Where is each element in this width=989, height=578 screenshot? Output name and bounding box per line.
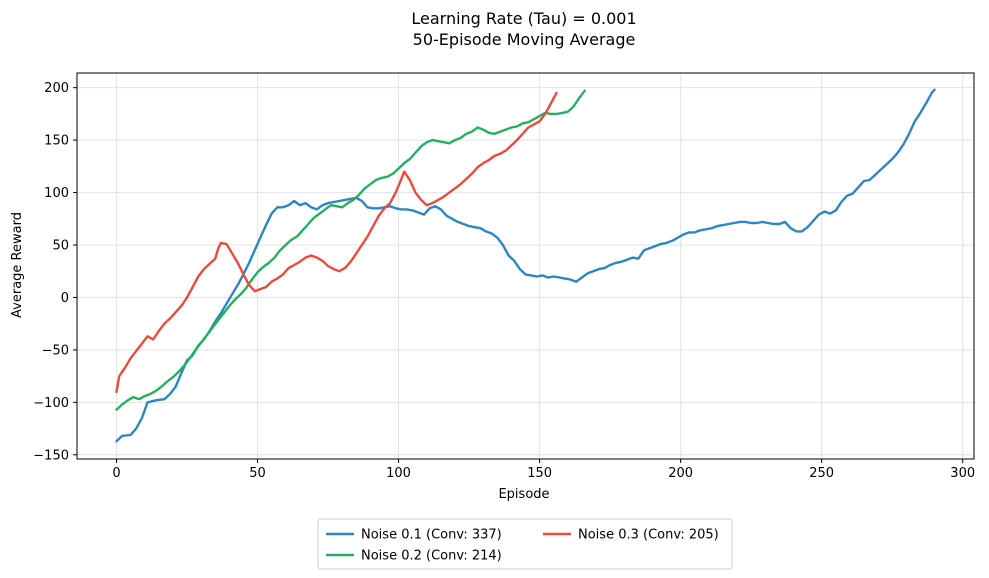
series-line-1 [115,88,936,443]
series-line-2 [115,89,586,411]
x-tick-label: 300 [950,466,975,481]
x-tick-label: 150 [527,466,552,481]
series-layer [115,88,936,443]
y-tick-label: 200 [44,81,69,96]
chart-title: Learning Rate (Tau) = 0.001 [411,9,636,28]
plot-frame [76,72,975,460]
y-tick-label: 150 [44,134,69,149]
x-axis-title: Episode [498,487,549,502]
legend-label-1: Noise 0.1 (Conv: 337) [361,528,502,543]
chart-subtitle: 50-Episode Moving Average [413,30,636,49]
x-tick-label: 0 [112,466,120,481]
y-tick-label: −150 [33,448,69,463]
y-tick-label: −100 [33,396,69,411]
series-line-3 [115,91,558,394]
x-tick-label: 200 [668,466,693,481]
x-tick-label: 100 [386,466,411,481]
legend-label-2: Noise 0.2 (Conv: 214) [361,549,502,564]
ticks: 0 50 100 150 200 250 300 −150 −100 −50 0 50 100 150 20… [33,81,975,481]
legend-label-3: Noise 0.3 (Conv: 205) [578,528,719,543]
x-tick-label: 250 [809,466,834,481]
y-axis-title: Average Reward [10,212,25,318]
legend: Noise 0.1 (Conv: 337) Noise 0.2 (Conv: 21… [317,518,733,570]
legend-box [317,518,733,570]
y-tick-label: 0 [61,291,69,306]
x-tick-label: 50 [249,466,266,481]
y-tick-label: −50 [42,343,69,358]
y-tick-label: 50 [52,239,69,254]
y-tick-label: 100 [44,186,69,201]
